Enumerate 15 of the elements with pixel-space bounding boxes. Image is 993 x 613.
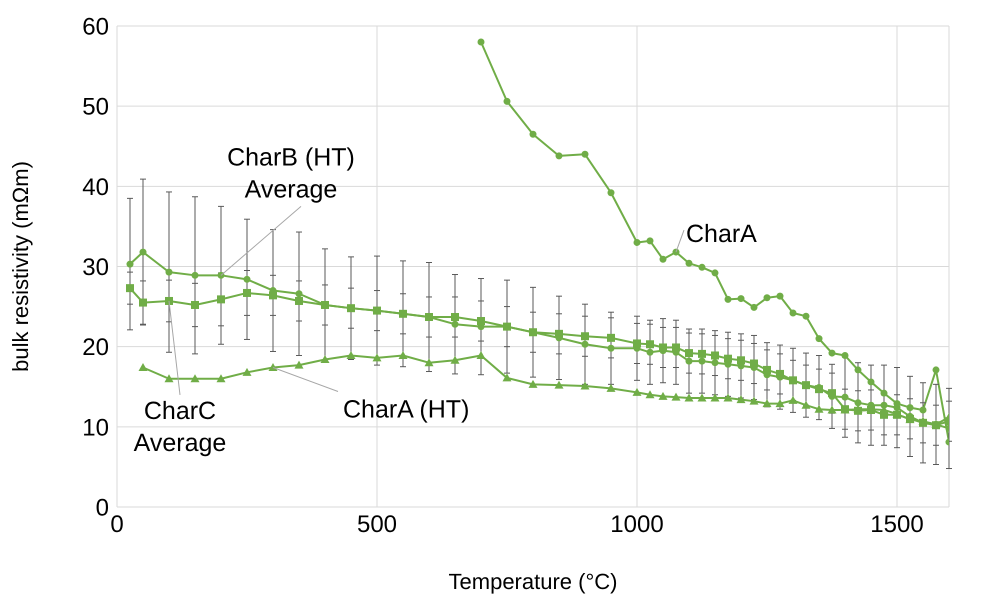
y-tick-label: 50 [82,94,109,121]
y-tick-label: 60 [82,14,109,41]
x-tick-label: 1500 [870,511,924,538]
y-tick-label: 30 [82,254,109,282]
x-axis-title: Temperature (°C) [448,569,618,594]
y-tick-label: 10 [82,414,109,442]
y-tick-label: 40 [82,174,109,201]
y-axis-title: bulk resistivity (mΩm) [8,161,33,372]
y-tick-label: 20 [82,334,109,362]
text: CharB (HT) Average [227,143,355,204]
series-label: CharA [686,220,758,248]
x-tick-label: 1000 [610,511,664,538]
x-tick-label: 500 [356,511,398,538]
series-label: CharA (HT) [343,396,470,424]
text: CharC Average [134,396,226,457]
